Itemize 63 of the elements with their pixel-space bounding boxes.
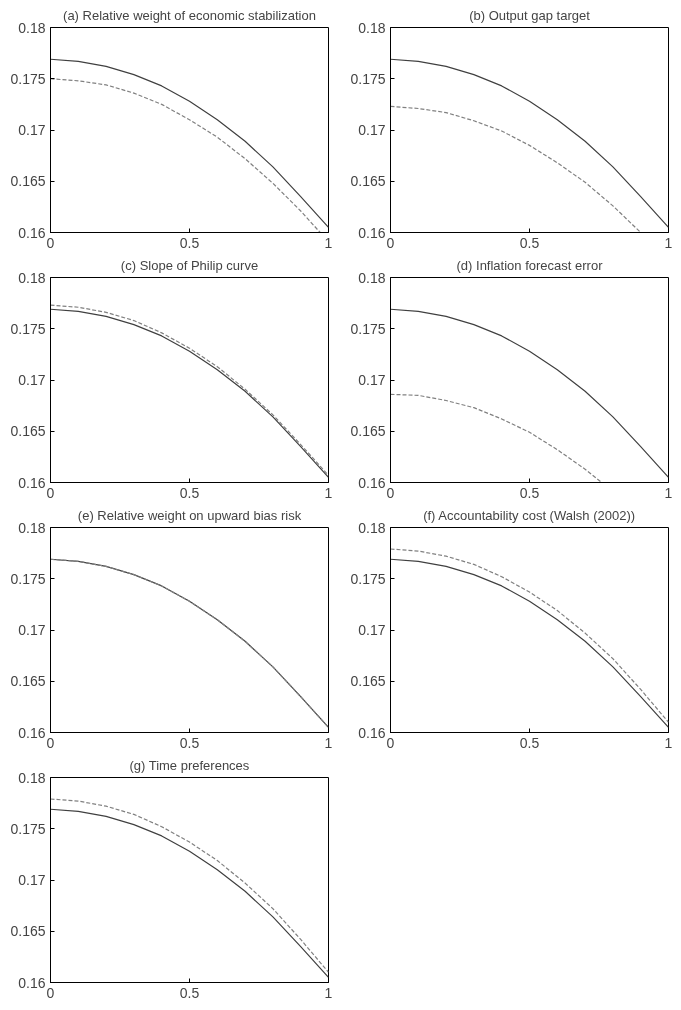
y-tick-label: 0.18: [18, 519, 46, 536]
x-tick-label: 1: [324, 484, 333, 501]
y-tick-label: 0.18: [18, 19, 46, 36]
y-tick-label: 0.17: [18, 622, 46, 638]
y-tick-label: 0.16: [18, 724, 46, 741]
x-tick-label: 1: [664, 484, 673, 501]
chart-title: (e) Relative weight on upward bias risk: [77, 507, 302, 523]
y-tick-label: 0.165: [350, 173, 386, 190]
y-tick-label: 0.18: [358, 19, 386, 36]
x-tick-label: 0.5: [179, 484, 200, 501]
y-tick-label: 0.175: [350, 320, 386, 337]
x-tick-label: 0.5: [179, 984, 200, 1001]
y-tick-label: 0.165: [10, 673, 46, 690]
x-tick-label: 0.5: [179, 734, 200, 751]
y-tick-label: 0.165: [10, 173, 46, 190]
y-tick-label: 0.165: [10, 423, 46, 440]
y-tick-label: 0.165: [10, 923, 46, 940]
y-tick-label: 0.16: [18, 224, 46, 241]
y-tick-label: 0.18: [358, 519, 386, 536]
x-tick-label: 0: [46, 484, 55, 501]
y-tick-label: 0.16: [358, 474, 386, 491]
y-tick-label: 0.17: [358, 372, 386, 388]
x-tick-label: 0.5: [179, 234, 200, 251]
x-tick-label: 0: [386, 234, 395, 251]
chart-title: (f) Accountability cost (Walsh (2002)): [423, 507, 636, 523]
y-tick-label: 0.16: [18, 974, 46, 991]
x-tick-label: 1: [664, 234, 673, 251]
x-tick-label: 0.5: [519, 484, 540, 501]
x-tick-label: 0: [46, 234, 55, 251]
chart-title: (c) Slope of Philip curve: [120, 257, 259, 273]
y-tick-label: 0.165: [350, 423, 386, 440]
x-tick-label: 0.5: [519, 234, 540, 251]
x-tick-label: 0: [386, 734, 395, 751]
y-tick-label: 0.17: [358, 122, 386, 138]
x-tick-label: 1: [324, 734, 333, 751]
y-tick-label: 0.175: [10, 320, 46, 337]
y-tick-label: 0.17: [18, 122, 46, 138]
y-tick-label: 0.175: [10, 820, 46, 837]
y-tick-label: 0.18: [18, 269, 46, 286]
y-tick-label: 0.175: [10, 570, 46, 587]
x-tick-label: 0.5: [519, 734, 540, 751]
y-tick-label: 0.17: [358, 622, 386, 638]
y-tick-label: 0.175: [10, 70, 46, 87]
y-tick-label: 0.18: [18, 769, 46, 786]
chart-title: (a) Relative weight of economic stabilization: [63, 7, 316, 23]
x-tick-label: 1: [324, 234, 333, 251]
x-tick-label: 0: [46, 734, 55, 751]
y-tick-label: 0.175: [350, 70, 386, 87]
chart-title: (g) Time preferences: [129, 757, 250, 773]
x-tick-label: 0: [386, 484, 395, 501]
x-tick-label: 1: [324, 984, 333, 1001]
y-tick-label: 0.17: [18, 872, 46, 888]
x-tick-label: 0: [46, 984, 55, 1001]
y-tick-label: 0.175: [350, 570, 386, 587]
chart-title: (d) Inflation forecast error: [456, 257, 604, 273]
y-tick-label: 0.16: [358, 724, 386, 741]
chart-title: (b) Output gap target: [469, 7, 591, 23]
x-tick-label: 1: [664, 734, 673, 751]
y-tick-label: 0.16: [358, 224, 386, 241]
y-tick-label: 0.17: [18, 372, 46, 388]
y-tick-label: 0.18: [358, 269, 386, 286]
y-tick-label: 0.165: [350, 673, 386, 690]
y-tick-label: 0.16: [18, 474, 46, 491]
